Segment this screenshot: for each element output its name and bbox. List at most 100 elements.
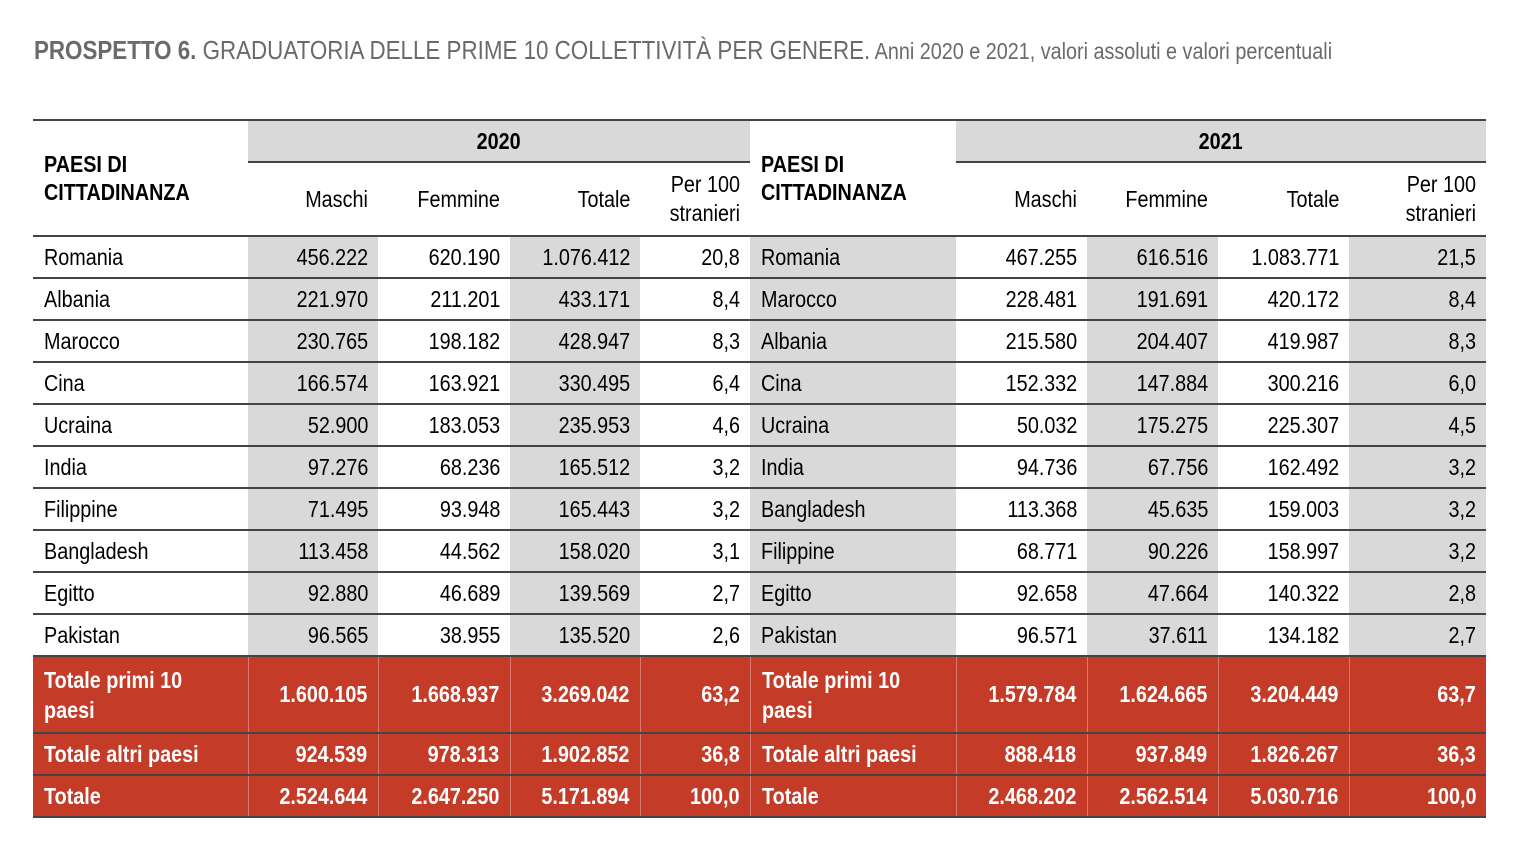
header-femmine-2021: Femmine (1087, 162, 1219, 237)
cell-femmine-2021: 47.664 (1087, 572, 1219, 615)
cell-femmine-2020: 44.562 (378, 530, 510, 573)
title-main: GRADUATORIA DELLE PRIME 10 COLLETTIVITÀ … (196, 35, 871, 65)
cell-femmine-2020: 93.948 (378, 488, 510, 531)
cell-name-2020: Filippine (33, 488, 248, 531)
cell-name-2021: Totale (750, 775, 957, 818)
cell-maschi-2020: 96.565 (248, 614, 378, 657)
cell-totale-2020: 165.512 (510, 446, 640, 489)
cell-totale-2020: 330.495 (510, 362, 640, 405)
cell-totale-2021: 134.182 (1218, 614, 1350, 657)
cell-name-2020: Totale (33, 775, 249, 818)
cell-per100-2020: 3,2 (640, 446, 751, 489)
cell-per100-2021: 100,0 (1349, 775, 1487, 818)
cell-totale-2021: 420.172 (1218, 278, 1350, 321)
cell-maschi-2020: 113.458 (248, 530, 378, 573)
cell-maschi-2020: 924.539 (248, 733, 379, 776)
collectivities-table: PAESI DI CITTADINANZA 2020 PAESI DI CITT… (33, 119, 1487, 818)
cell-maschi-2021: 215.580 (956, 320, 1088, 363)
cell-per100-2021: 3,2 (1349, 530, 1487, 573)
cell-totale-2020: 158.020 (510, 530, 640, 573)
header-maschi-2021: Maschi (956, 162, 1088, 237)
cell-femmine-2020: 211.201 (378, 278, 510, 321)
cell-totale-2020: 428.947 (510, 320, 640, 363)
cell-maschi-2020: 92.880 (248, 572, 378, 615)
cell-femmine-2020: 620.190 (378, 236, 510, 279)
cell-name-2021: Cina (750, 362, 957, 405)
cell-per100-2020: 8,3 (640, 320, 751, 363)
cell-maschi-2020: 456.222 (248, 236, 378, 279)
cell-per100-2020: 2,7 (640, 572, 751, 615)
cell-name-2020: Totale primi 10 paesi (33, 656, 249, 734)
cell-name-2021: Filippine (750, 530, 957, 573)
table-row: India 97.276 68.236 165.512 3,2 India 94.736 67… (33, 446, 1487, 489)
cell-maschi-2021: 96.571 (956, 614, 1088, 657)
cell-maschi-2021: 1.579.784 (956, 656, 1088, 734)
cell-per100-2021: 3,2 (1349, 488, 1487, 531)
cell-totale-2021: 158.997 (1218, 530, 1350, 573)
cell-name-2021: Pakistan (750, 614, 957, 657)
cell-per100-2021: 2,8 (1349, 572, 1487, 615)
cell-femmine-2020: 2.647.250 (378, 775, 511, 818)
cell-femmine-2021: 937.849 (1087, 733, 1219, 776)
total-row: Totale altri paesi 924.539 978.313 1.902.85… (33, 733, 1487, 776)
cell-totale-2021: 3.204.449 (1218, 656, 1350, 734)
cell-name-2021: India (750, 446, 957, 489)
header-totale-2020: Totale (510, 162, 640, 237)
cell-maschi-2021: 113.368 (956, 488, 1088, 531)
header-per100-2021: Per 100 stranieri (1349, 162, 1487, 237)
cell-name-2020: Egitto (33, 572, 248, 615)
cell-maschi-2021: 152.332 (956, 362, 1088, 405)
cell-totale-2021: 1.826.267 (1218, 733, 1350, 776)
cell-name-2020: Bangladesh (33, 530, 248, 573)
cell-per100-2021: 36,3 (1349, 733, 1487, 776)
cell-femmine-2021: 37.611 (1087, 614, 1219, 657)
cell-name-2020: Marocco (33, 320, 248, 363)
cell-totale-2020: 135.520 (510, 614, 640, 657)
cell-name-2020: India (33, 446, 248, 489)
cell-femmine-2021: 45.635 (1087, 488, 1219, 531)
cell-maschi-2021: 68.771 (956, 530, 1088, 573)
cell-totale-2021: 225.307 (1218, 404, 1350, 447)
cell-per100-2021: 8,3 (1349, 320, 1487, 363)
cell-name-2021: Bangladesh (750, 488, 957, 531)
cell-totale-2020: 1.902.852 (510, 733, 641, 776)
cell-name-2020: Cina (33, 362, 248, 405)
cell-maschi-2021: 228.481 (956, 278, 1088, 321)
cell-femmine-2020: 1.668.937 (378, 656, 511, 734)
cell-femmine-2021: 67.756 (1087, 446, 1219, 489)
table-row: Filippine 71.495 93.948 165.443 3,2 Banglades… (33, 488, 1487, 531)
cell-per100-2020: 3,1 (640, 530, 751, 573)
cell-name-2020: Pakistan (33, 614, 248, 657)
cell-per100-2020: 8,4 (640, 278, 751, 321)
cell-femmine-2021: 2.562.514 (1087, 775, 1219, 818)
table-row: Bangladesh 113.458 44.562 158.020 3,1 Filippi… (33, 530, 1487, 573)
table-row: Ucraina 52.900 183.053 235.953 4,6 Ucraina 50.… (33, 404, 1487, 447)
header-per100-2020: Per 100 stranieri (640, 162, 751, 237)
cell-maschi-2021: 467.255 (956, 236, 1088, 279)
cell-totale-2020: 235.953 (510, 404, 640, 447)
cell-maschi-2020: 2.524.644 (248, 775, 379, 818)
header-femmine-2020: Femmine (378, 162, 510, 237)
cell-totale-2020: 1.076.412 (510, 236, 640, 279)
cell-per100-2021: 2,7 (1349, 614, 1487, 657)
cell-totale-2020: 5.171.894 (510, 775, 641, 818)
header-maschi-2020: Maschi (248, 162, 378, 237)
cell-femmine-2021: 147.884 (1087, 362, 1219, 405)
cell-name-2021: Totale primi 10 paesi (750, 656, 957, 734)
table-row: Romania 456.222 620.190 1.076.412 20,8 Romani… (33, 236, 1487, 279)
cell-femmine-2021: 616.516 (1087, 236, 1219, 279)
table-row: Cina 166.574 163.921 330.495 6,4 Cina 152.332 1… (33, 362, 1487, 405)
header-totale-2021: Totale (1218, 162, 1350, 237)
cell-femmine-2020: 38.955 (378, 614, 510, 657)
cell-maschi-2021: 50.032 (956, 404, 1088, 447)
cell-name-2020: Romania (33, 236, 248, 279)
cell-maschi-2021: 92.658 (956, 572, 1088, 615)
table-row: Pakistan 96.565 38.955 135.520 2,6 Pakistan 96… (33, 614, 1487, 657)
cell-femmine-2021: 191.691 (1087, 278, 1219, 321)
total-row: Totale 2.524.644 2.647.250 5.171.894 100,0 To… (33, 775, 1487, 818)
cell-maschi-2020: 221.970 (248, 278, 378, 321)
header-year-2020: 2020 (248, 119, 751, 163)
cell-maschi-2020: 1.600.105 (248, 656, 379, 734)
cell-name-2021: Ucraina (750, 404, 957, 447)
title-subtitle: Anni 2020 e 2021, valori assoluti e valo… (870, 38, 1333, 64)
